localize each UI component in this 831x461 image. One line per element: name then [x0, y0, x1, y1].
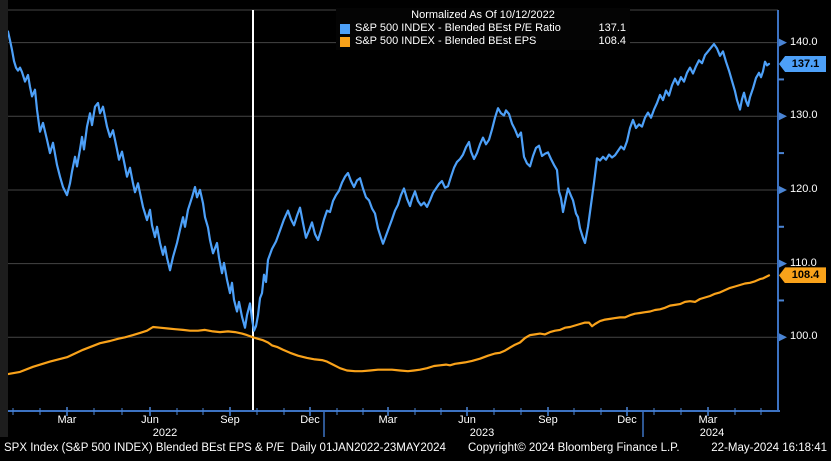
y-axis-tick-label: 140.0 — [790, 35, 818, 48]
status-security-description: SPX Index (S&P 500 INDEX) Blended BEst E… — [4, 442, 446, 454]
legend-row-eps[interactable]: S&P 500 INDEX - Blended BEst EPS 108.4 — [340, 35, 626, 48]
pe-series-swatch-icon — [340, 23, 350, 34]
y-tick-arrow-icon — [779, 333, 787, 342]
eps-series-label: S&P 500 INDEX - Blended BEst EPS — [355, 35, 537, 47]
y-axis-tick-label: 110.0 — [790, 256, 817, 269]
legend-row-pe-ratio[interactable]: S&P 500 INDEX - Blended BEst P/E Ratio 1… — [340, 22, 626, 35]
x-axis-month-label: Mar — [57, 414, 77, 426]
x-axis-month-label: Sep — [538, 414, 558, 426]
y-axis-tick-label: 100.0 — [790, 330, 818, 343]
status-datetime: 22-May-2024 16:18:41 — [711, 442, 827, 454]
x-axis-month-label: Sep — [220, 414, 240, 426]
eps-line — [6, 274, 771, 376]
y-axis-tick-label: 120.0 — [790, 182, 818, 195]
x-axis-year-label: 2022 — [152, 427, 178, 439]
x-axis-month-label: Jun — [141, 414, 159, 426]
y-tick-arrow-icon — [779, 185, 787, 194]
pe-series-value: 137.1 — [598, 22, 626, 34]
eps-series-value: 108.4 — [598, 35, 626, 47]
pe-ratio-line — [6, 30, 771, 332]
x-axis-year-label: 2024 — [699, 427, 725, 439]
y-axis-tick-label: 130.0 — [790, 109, 818, 122]
chart-legend: Normalized As Of 10/12/2022 S&P 500 INDE… — [336, 8, 630, 50]
x-axis-month-label: Mar — [378, 414, 398, 426]
pe-series-label: S&P 500 INDEX - Blended BEst P/E Ratio — [355, 22, 561, 34]
x-axis-month-label: Dec — [300, 414, 320, 426]
y-tick-arrow-icon — [779, 38, 787, 47]
legend-title: Normalized As Of 10/12/2022 — [411, 9, 555, 21]
x-axis-month-label: Jun — [458, 414, 476, 426]
y-tick-arrow-icon — [779, 112, 787, 121]
eps-last-value-badge: 108.4 — [779, 267, 826, 284]
pe-last-value-badge: 137.1 — [779, 55, 826, 72]
x-axis-month-label: Dec — [617, 414, 637, 426]
x-axis-month-label: Mar — [698, 414, 718, 426]
left-margin-strip — [0, 0, 8, 437]
eps-series-swatch-icon — [340, 36, 350, 47]
status-bar: SPX Index (S&P 500 INDEX) Blended BEst E… — [0, 438, 831, 461]
status-copyright: Copyright© 2024 Bloomberg Finance L.P. — [468, 442, 680, 454]
y-tick-arrow-icon — [779, 259, 787, 268]
x-axis-year-label: 2023 — [469, 427, 495, 439]
